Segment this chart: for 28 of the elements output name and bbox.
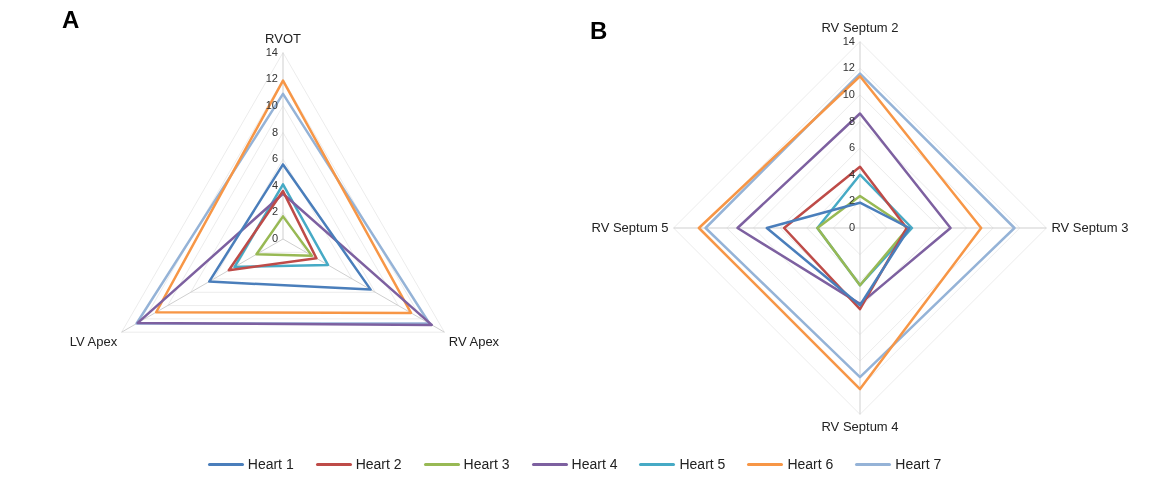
spoke-label: RV Septum 3 (1051, 219, 1129, 235)
y-tick-label: 0 (271, 232, 278, 245)
chart-title: B (590, 17, 608, 45)
spoke-label: LV Apex (69, 334, 118, 350)
y-tick-label: 8 (271, 125, 278, 138)
legend-label: Heart 6 (787, 456, 834, 472)
y-tick-label: 10 (842, 87, 855, 100)
legend-label: Heart 3 (463, 456, 510, 472)
legend-label: Heart 7 (895, 456, 942, 472)
y-tick-label: 14 (842, 34, 855, 47)
y-tick-label: 4 (271, 178, 278, 191)
y-tick-label: 0 (848, 221, 855, 234)
y-tick-label: 12 (842, 61, 855, 74)
spoke-label: RVOT (265, 31, 301, 47)
y-tick-label: 6 (271, 152, 278, 165)
legend-label: Heart 4 (571, 456, 618, 472)
spoke-label: RV Septum 5 (591, 219, 669, 235)
spoke-label: RV Apex (448, 334, 500, 350)
chart-title: A (62, 6, 80, 34)
y-tick-label: 12 (265, 72, 278, 85)
y-tick-label: 2 (271, 205, 278, 218)
spoke-label: RV Septum 2 (821, 20, 899, 36)
legend-label: Heart 5 (679, 456, 726, 472)
y-tick-label: 14 (265, 45, 278, 58)
legend-label: Heart 1 (247, 456, 294, 472)
legend-label: Heart 2 (355, 456, 402, 472)
spoke-label: RV Septum 4 (821, 418, 899, 434)
y-tick-label: 6 (848, 141, 855, 154)
